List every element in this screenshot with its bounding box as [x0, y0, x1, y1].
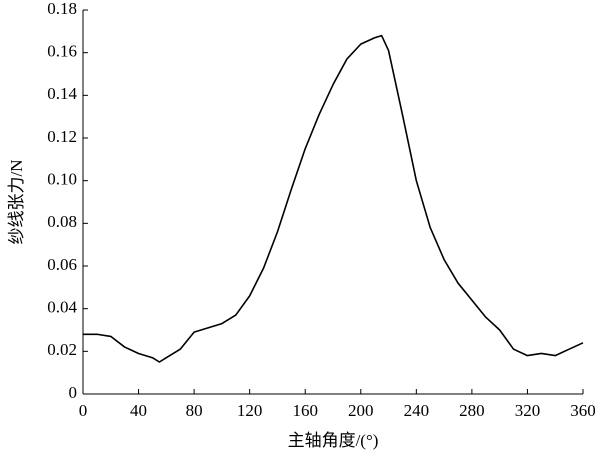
y-axis-label: 纱线张力/N — [7, 160, 26, 245]
y-tick-label: 0.10 — [47, 170, 77, 189]
x-tick-label: 280 — [459, 401, 485, 420]
line — [83, 34, 584, 363]
x-tick-label: 160 — [292, 401, 318, 420]
x-tick-label: 40 — [130, 401, 147, 420]
y-tick-label: 0.08 — [47, 212, 77, 231]
y-tick-label: 0.16 — [47, 42, 77, 61]
x-tick-label: 240 — [404, 401, 430, 420]
x-tick-label: 360 — [570, 401, 596, 420]
y-tick-label: 0.02 — [47, 340, 77, 359]
x-tick-label: 200 — [348, 401, 374, 420]
x-axis-label: 主轴角度/(°) — [288, 431, 379, 450]
x-tick-label: 120 — [237, 401, 263, 420]
y-tick-label: 0 — [69, 383, 78, 402]
y-tick-label: 0.12 — [47, 127, 77, 146]
x-tick-label: 320 — [515, 401, 541, 420]
y-tick-label: 0.04 — [47, 298, 77, 317]
y-tick-label: 0.14 — [47, 84, 77, 103]
x-tick-label: 0 — [79, 401, 88, 420]
y-tick-label: 0.06 — [47, 255, 77, 274]
x-tick-label: 80 — [186, 401, 203, 420]
y-tick-label: 0.18 — [47, 0, 77, 18]
